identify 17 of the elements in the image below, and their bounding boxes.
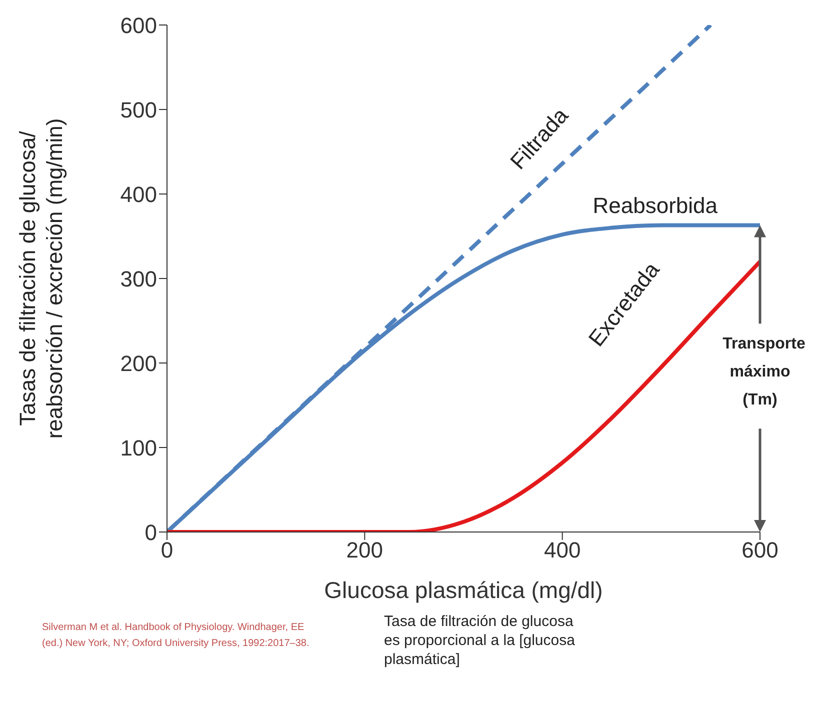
- text: Tasa de filtración de glucosa es proporcional a la [glucosa plasmática]: [384, 612, 576, 669]
- y-tick-label: 600: [120, 12, 157, 38]
- x-tick-label: 600: [742, 538, 778, 563]
- series-label: Reabsorbida: [592, 193, 718, 218]
- y-tick-label: 200: [120, 350, 157, 376]
- y-tick-label: 400: [120, 182, 157, 207]
- y-axis-title: Tasas de filtración de glucosa/ reabsorción / excreción (mg/min): [15, 118, 67, 439]
- x-tick-label: 0: [160, 538, 174, 563]
- annotation: Transporte máximo (Tm): [722, 336, 806, 409]
- y-tick-label: 0: [144, 520, 157, 545]
- x-tick-label: 400: [544, 538, 581, 563]
- text: Silverman M et al. Handbook of Physiology. Windhager, EE (ed.) New York, NY; Oxford University Press, 1992:2017–38.: [42, 621, 310, 651]
- y-tick-label: 300: [120, 266, 157, 292]
- x-tick-label: 200: [346, 538, 384, 563]
- y-tick-label: 500: [120, 97, 157, 122]
- y-tick-label: 100: [120, 435, 157, 460]
- x-axis-title: Glucosa plasmática (mg/dl): [324, 577, 603, 603]
